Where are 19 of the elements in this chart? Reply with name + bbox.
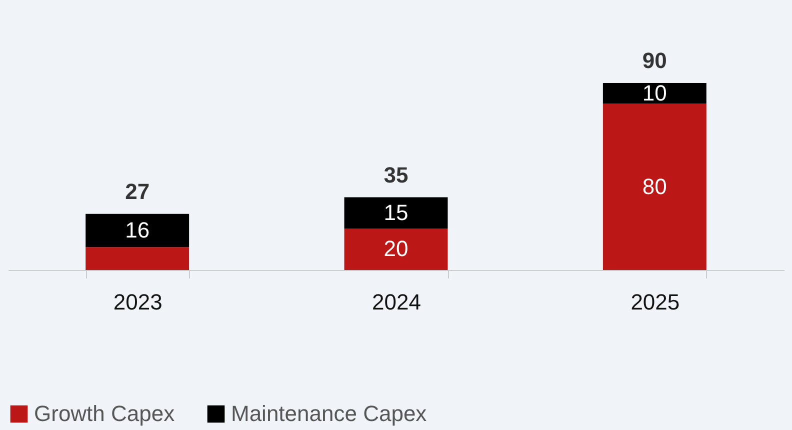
legend-label: Growth Capex: [34, 401, 175, 426]
data-label: 10: [642, 80, 667, 106]
x-tick-label: 2023: [113, 290, 162, 314]
bar: [602, 83, 706, 104]
bar: [86, 247, 190, 270]
total-label: 27: [125, 178, 150, 204]
legend-label: Maintenance Capex: [231, 401, 427, 426]
total-label: 35: [384, 162, 408, 188]
data-label: 80: [642, 174, 667, 199]
bar: [344, 197, 448, 228]
data-label: 15: [384, 200, 408, 225]
x-tick-label: 2025: [630, 290, 680, 314]
x-tick-label: 2024: [372, 290, 421, 314]
data-label: 16: [125, 218, 150, 243]
bar: [602, 104, 706, 270]
bar: [86, 214, 190, 248]
bar: [344, 228, 448, 270]
total-label: 90: [642, 48, 667, 73]
data-label: 20: [384, 236, 408, 262]
